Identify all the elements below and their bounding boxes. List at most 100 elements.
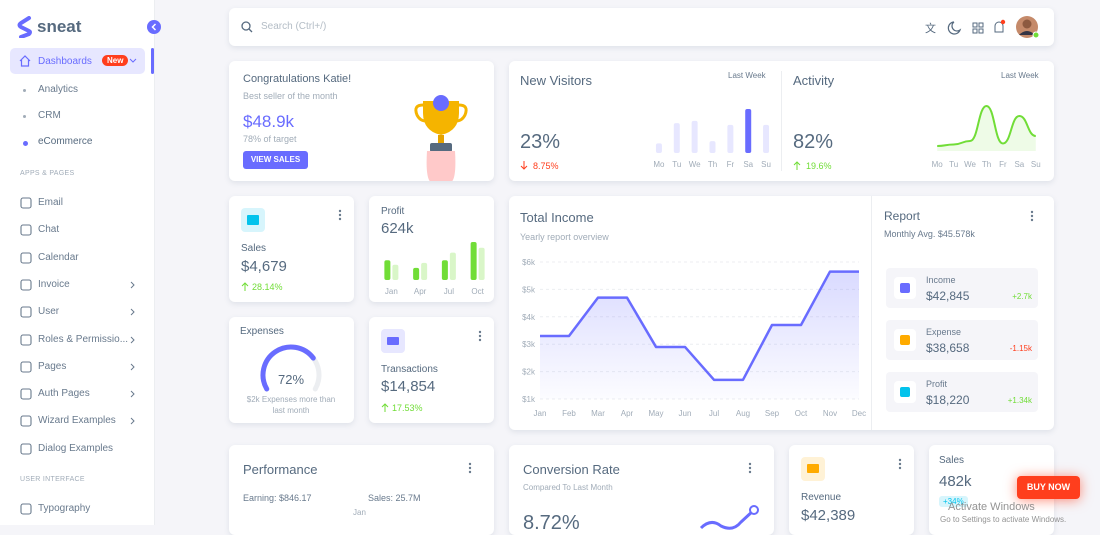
menu-item[interactable]: User <box>38 306 60 318</box>
amount: $48.9k <box>243 112 295 131</box>
report-name: Expense <box>926 327 962 337</box>
x-tick-label: Dec <box>852 409 866 418</box>
icon-shape <box>900 387 910 397</box>
menu-item[interactable]: Email <box>38 197 64 208</box>
menu-item[interactable]: Dialog Examples <box>38 442 114 454</box>
y-tick-label: $4k <box>522 313 536 322</box>
x-tick-label: Th <box>982 160 991 169</box>
submenu-item[interactable]: Analytics <box>38 84 79 95</box>
card-subtitle: Best seller of the month <box>243 91 338 101</box>
chevron-shape <box>130 363 135 371</box>
revenue-icon <box>801 457 825 481</box>
search-input[interactable]: Search (Ctrl+/) <box>261 21 327 32</box>
bar <box>478 247 485 280</box>
more-icon[interactable] <box>748 462 752 474</box>
view-sales-button[interactable]: VIEW SALES <box>243 151 308 169</box>
more-icon[interactable] <box>338 209 342 221</box>
transactions-icon <box>381 329 405 353</box>
x-tick-label: Oct <box>795 409 808 418</box>
menu-item[interactable]: Invoice <box>38 278 70 290</box>
more-icon[interactable] <box>898 458 902 470</box>
card-subtitle: Yearly report overview <box>520 232 609 242</box>
x-tick-label: Oct <box>471 287 484 296</box>
x-tick-label: Fr <box>727 160 735 169</box>
menu-item[interactable]: Chat <box>38 224 60 236</box>
menu-item[interactable]: Auth Pages <box>38 388 90 400</box>
bar <box>655 143 662 153</box>
collapse-button[interactable] <box>147 20 161 34</box>
menu-item[interactable]: Typography <box>38 503 91 514</box>
card-title: Sales <box>939 455 965 466</box>
card-title: Total Income <box>520 210 594 225</box>
section-title: USER INTERFACE <box>20 476 85 483</box>
logo-icon <box>17 16 32 38</box>
section-title: APPS & PAGES <box>20 170 75 177</box>
income-area <box>540 271 859 399</box>
report-change: +2.7k <box>1012 292 1032 301</box>
card-title: New Visitors <box>520 73 593 88</box>
x-tick-label: Su <box>761 160 771 169</box>
submenu-item[interactable]: CRM <box>38 110 61 121</box>
x-tick-label: Feb <box>562 409 576 418</box>
menu-icon <box>20 279 32 291</box>
menu-active[interactable]: Dashboards New <box>10 48 145 74</box>
x-tick-label: We <box>689 160 701 169</box>
avatar[interactable] <box>1015 15 1041 41</box>
x-tick-label: Apr <box>621 409 634 418</box>
x-tick-label: Jul <box>444 287 454 296</box>
menu-item[interactable]: Roles & Permissio... <box>38 333 129 345</box>
bar <box>384 260 391 280</box>
divider <box>871 196 872 430</box>
report-change: -1.15k <box>1009 344 1032 353</box>
sales-card: Sales $4,679 28.14% <box>229 196 354 302</box>
x-tick-label: Nov <box>823 409 837 418</box>
chevron <box>130 418 135 425</box>
report-item: Profit $18,220 +1.34k <box>886 372 1038 412</box>
income-line <box>540 270 859 382</box>
dot <box>23 89 26 92</box>
income-card: Total Income Yearly report overview $1k $… <box>509 196 1054 430</box>
bar <box>421 262 428 280</box>
more-icon[interactable] <box>468 462 472 474</box>
menu-item[interactable]: Wizard Examples <box>38 415 116 427</box>
bar <box>413 267 420 280</box>
x-tick-label: Jan <box>534 409 547 418</box>
x-tick-label: Jun <box>679 409 692 418</box>
more-icon[interactable] <box>1030 210 1034 222</box>
submenu-item[interactable]: eCommerce <box>38 136 93 147</box>
divider <box>781 71 782 171</box>
y-tick-label: $5k <box>522 285 536 294</box>
report-subtitle: Monthly Avg. $45.578k <box>884 229 975 239</box>
x-tick-label: Mo <box>653 160 665 169</box>
x-tick-label: Fr <box>999 160 1007 169</box>
chevron-shape <box>130 336 135 343</box>
menu-item[interactable]: Calendar <box>38 251 79 263</box>
x-tick-label: May <box>648 409 663 418</box>
activity-line <box>937 104 1037 147</box>
menu-icon <box>20 361 32 373</box>
chevron <box>130 336 135 343</box>
badge: New <box>102 55 129 66</box>
expenses-gauge: 72% <box>260 344 322 392</box>
more-icon[interactable] <box>478 330 482 342</box>
menu-item[interactable]: Pages <box>38 360 67 372</box>
sidebar: sneat Dashboards New Analytics CRM eCommer… <box>0 0 161 525</box>
bar <box>441 260 448 280</box>
visitors-chart: Mo Tu We Th Fr Sa Su <box>653 109 771 169</box>
value: 482k <box>939 473 972 490</box>
change-badge: +34% <box>939 496 968 507</box>
period: Last Week <box>728 71 766 80</box>
y-tick-label: $6k <box>522 258 536 267</box>
visitors-activity-card: New Visitors Last Week 23% 8.75% Mo Tu We T… <box>509 61 1054 181</box>
card-title: Revenue <box>801 492 842 503</box>
menu-icon <box>20 333 32 346</box>
toolbar-icons[interactable]: 文 <box>923 18 1023 38</box>
card-title: Activity <box>793 73 835 88</box>
buy-now-button[interactable]: BUY NOW <box>1017 476 1080 499</box>
chevron-shape <box>130 281 135 289</box>
chevron <box>129 58 137 63</box>
report-item: Expense $38,658 -1.15k <box>886 320 1038 360</box>
menu-icon <box>20 503 32 515</box>
icon-shape <box>900 283 910 293</box>
gauge-value <box>260 344 316 392</box>
